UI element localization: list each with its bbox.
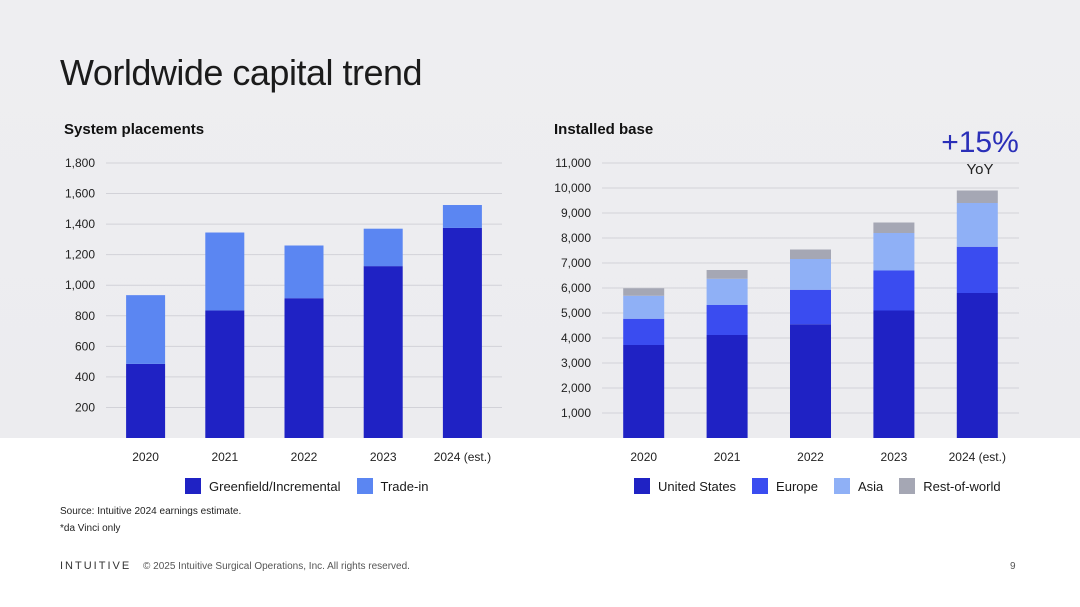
- yoy-growth-value: +15%: [941, 126, 1019, 159]
- x-category-label: 2020: [630, 450, 657, 464]
- legend-label-tradein: Trade-in: [380, 478, 429, 494]
- y-tick-label: 1,600: [65, 187, 95, 201]
- legend-item-asia: Asia: [833, 478, 884, 494]
- bar-europe-2024-est: [956, 246, 998, 293]
- x-category-label: 2021: [714, 450, 741, 464]
- y-tick-label: 6,000: [561, 281, 591, 295]
- x-category-label: 2022: [797, 450, 824, 464]
- page-number: 9: [1010, 561, 1016, 572]
- y-tick-label: 1,800: [65, 156, 95, 170]
- bar-trade-in-2023: [363, 228, 403, 267]
- bar-trade-in-2021: [205, 232, 245, 311]
- bar-greenfield-incremental-2024-est: [442, 227, 482, 438]
- legend-swatch-europe: [752, 478, 769, 494]
- bar-united-states-2022: [790, 324, 831, 438]
- y-tick-label: 1,000: [65, 278, 95, 292]
- bar-trade-in-2024-est: [442, 205, 482, 228]
- bar-rest-of-world-2024-est: [956, 190, 998, 203]
- x-category-label: 2020: [132, 450, 159, 464]
- x-category-label: 2024 (est.): [434, 450, 491, 464]
- bar-greenfield-incremental-2021: [205, 310, 245, 438]
- copyright-text: © 2025 Intuitive Surgical Operations, In…: [143, 561, 410, 572]
- x-category-label: 2023: [370, 450, 397, 464]
- y-tick-label: 7,000: [561, 256, 591, 270]
- legend-swatch-rest-of-world: [899, 478, 916, 494]
- bar-asia-2024-est: [956, 203, 998, 247]
- bar-rest-of-world-2023: [873, 222, 915, 233]
- installed-base-title: Installed base: [554, 121, 654, 138]
- x-category-label: 2024 (est.): [949, 450, 1006, 464]
- legend-item-greenfield: Greenfield/Incremental: [185, 478, 341, 494]
- legend-item-tradein: Trade-in: [356, 478, 429, 494]
- legend-swatch-united-states: [634, 478, 650, 494]
- legend-swatch-greenfield: [185, 478, 201, 494]
- installed-base-legend: United States Europe Asia Rest-of-world: [634, 478, 1001, 494]
- bar-rest-of-world-2020: [623, 288, 665, 296]
- y-tick-label: 5,000: [561, 306, 591, 320]
- bar-europe-2021: [706, 305, 748, 335]
- bar-rest-of-world-2022: [790, 249, 831, 259]
- y-tick-label: 9,000: [561, 206, 591, 220]
- legend-label-united-states: United States: [658, 478, 737, 494]
- y-tick-label: 1,000: [561, 406, 591, 420]
- legend-item-united-states: United States: [634, 478, 736, 494]
- installed-base-chart: 1,000 2,000 3,000 4,000 5,000 6,000 7,000 8,000…: [554, 156, 1019, 464]
- bar-greenfield-incremental-2023: [363, 266, 403, 438]
- y-tick-label: 10,000: [554, 181, 591, 195]
- y-tick-label: 3,000: [561, 356, 591, 370]
- legend-swatch-asia: [833, 478, 850, 494]
- legend-label-greenfield: Greenfield/Incremental: [209, 478, 341, 494]
- system-placements-title: System placements: [64, 121, 205, 138]
- y-tick-label: 1,400: [65, 217, 95, 231]
- y-tick-label: 1,200: [65, 248, 95, 262]
- y-tick-label: 200: [75, 400, 95, 414]
- x-category-label: 2022: [291, 450, 318, 464]
- y-tick-label: 4,000: [561, 331, 591, 345]
- y-tick-label: 800: [75, 309, 95, 323]
- bar-greenfield-incremental-2022: [284, 298, 324, 438]
- bar-asia-2021: [706, 278, 748, 305]
- intuitive-logo: INTUITIVE: [60, 560, 132, 572]
- source-note: Source: Intuitive 2024 earnings estimate…: [60, 506, 242, 517]
- bar-united-states-2024-est: [956, 293, 998, 438]
- y-tick-label: 11,000: [555, 156, 591, 170]
- system-placements-chart: 200 400 600 800 1,000 1,200 1,400 1,600 1,800 202…: [65, 156, 502, 464]
- bar-europe-2023: [873, 270, 915, 311]
- bar-trade-in-2020: [126, 295, 166, 364]
- bar-europe-2020: [623, 318, 665, 345]
- bar-asia-2023: [873, 233, 915, 271]
- bar-united-states-2020: [623, 345, 665, 438]
- bar-trade-in-2022: [284, 245, 324, 299]
- x-category-label: 2023: [881, 450, 908, 464]
- bar-rest-of-world-2021: [706, 270, 748, 279]
- legend-swatch-tradein: [356, 478, 373, 494]
- legend-label-rest-of-world: Rest-of-world: [923, 478, 1001, 494]
- bar-united-states-2023: [873, 310, 915, 438]
- page-title: Worldwide capital trend: [60, 52, 423, 93]
- y-tick-label: 8,000: [561, 231, 591, 245]
- bar-asia-2022: [790, 259, 831, 290]
- y-tick-label: 600: [75, 339, 95, 353]
- system-placements-legend: Greenfield/Incremental Trade-in: [185, 478, 428, 494]
- legend-item-europe: Europe: [752, 478, 818, 494]
- bar-united-states-2021: [706, 335, 748, 438]
- bar-greenfield-incremental-2020: [126, 363, 166, 438]
- x-category-label: 2021: [211, 450, 238, 464]
- footnote: *da Vinci only: [60, 523, 121, 534]
- legend-label-europe: Europe: [776, 478, 818, 494]
- bar-asia-2020: [623, 295, 665, 319]
- y-tick-label: 400: [75, 370, 95, 384]
- legend-label-asia: Asia: [857, 478, 884, 494]
- yoy-growth-label: YoY: [966, 161, 994, 178]
- bar-europe-2022: [790, 289, 831, 325]
- legend-item-rest-of-world: Rest-of-world: [899, 478, 1001, 494]
- y-tick-label: 2,000: [561, 381, 591, 395]
